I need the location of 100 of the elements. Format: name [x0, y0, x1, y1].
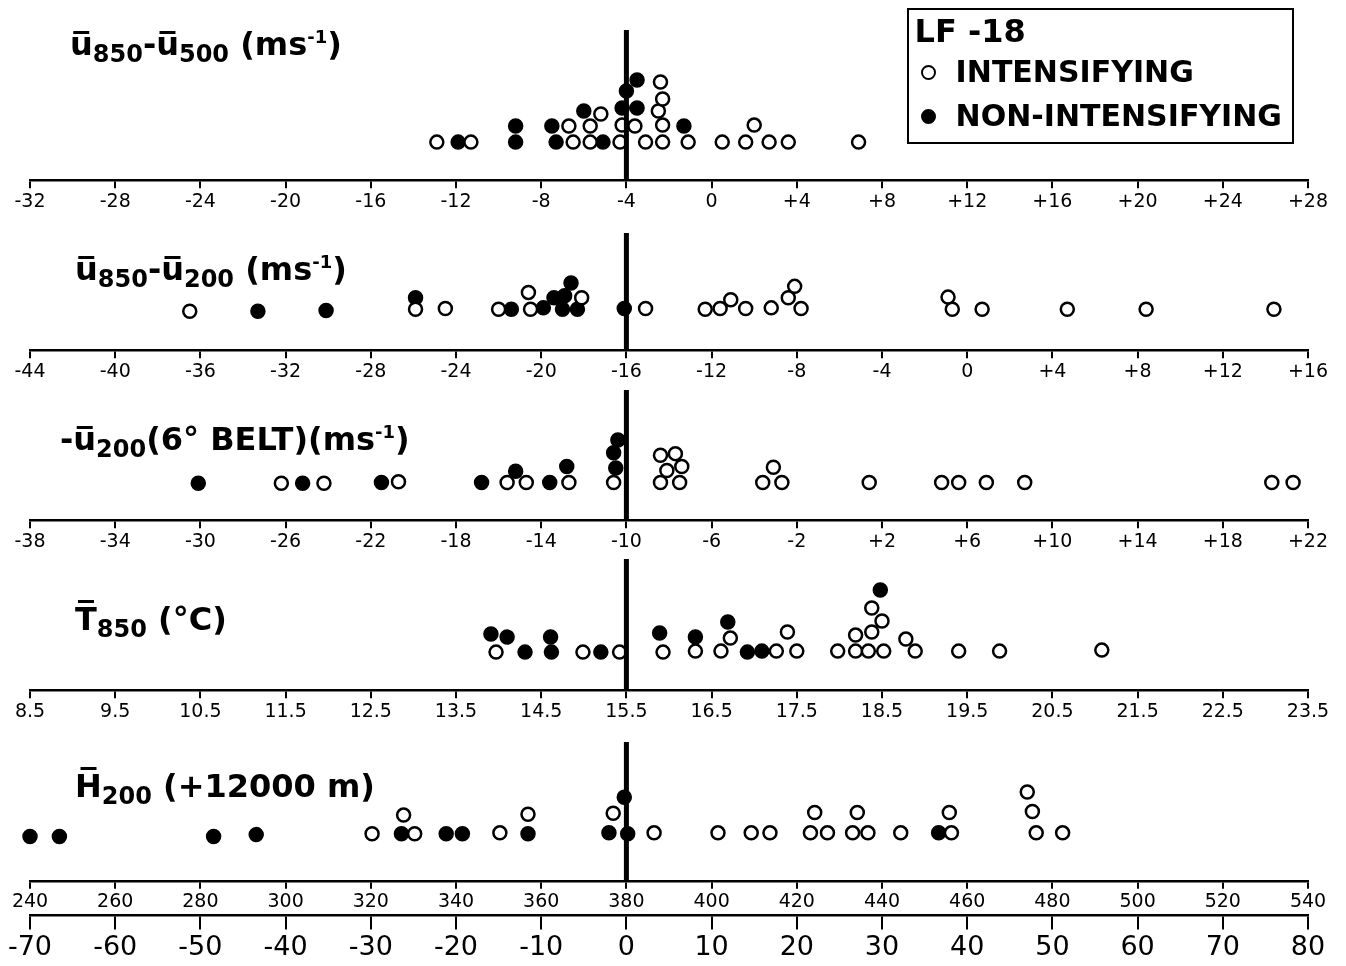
x-tick-label: 500	[1119, 889, 1156, 912]
x-tick-label: -10	[610, 528, 642, 551]
x-tick-label: -4	[872, 358, 892, 381]
x-tick-label: +20	[1117, 188, 1158, 211]
x-tick-label: 240	[11, 889, 49, 912]
x2-tick-label: 40	[950, 929, 985, 961]
x-tick-label: -18	[440, 528, 472, 551]
x-tick-label: -38	[14, 528, 46, 551]
x-tick-label: +4	[1038, 358, 1067, 381]
x-tick-label: 260	[97, 889, 134, 912]
x-tick-label: -12	[440, 188, 472, 211]
x-tick-label: +2	[867, 528, 897, 551]
legend-label: INTENSIFYING	[955, 53, 1194, 91]
x-tick-label: 540	[1289, 889, 1327, 912]
x2-tick-label: -50	[178, 929, 223, 961]
chart-title: u̅$_{850}$-u̅$_{200}$ (ms$^{-1}$)	[75, 250, 347, 294]
x-tick-label: 12.5	[349, 698, 392, 721]
x2-tick-label: 0	[617, 929, 635, 961]
x-tick-label: -20	[270, 188, 302, 211]
x-tick-label: -24	[184, 188, 216, 211]
x2-tick-label: 70	[1205, 929, 1240, 961]
x-tick-label: -36	[184, 358, 216, 381]
x-tick-label: 11.5	[264, 698, 307, 721]
x-tick-label: +12	[947, 188, 988, 211]
x-tick-label: 280	[182, 889, 219, 912]
x-tick-label: 15.5	[605, 698, 648, 721]
x-tick-label: 22.5	[1201, 698, 1244, 721]
x-tick-label: -28	[355, 358, 387, 381]
x2-tick-label: 10	[694, 929, 729, 961]
x-tick-label: +24	[1202, 188, 1243, 211]
x-tick-label: +18	[1202, 528, 1243, 551]
chart-title: T̅$_{850}$ (°C)	[75, 600, 227, 644]
x2-tick-label: -30	[348, 929, 393, 961]
x-tick-label: 0	[705, 188, 718, 211]
x2-tick-label: -20	[433, 929, 479, 961]
x-tick-label: 18.5	[860, 698, 904, 721]
chart-title: u̅$_{850}$-u̅$_{500}$ (ms$^{-1}$)	[70, 25, 342, 69]
x-tick-label: 320	[352, 889, 389, 912]
x-tick-label: +4	[782, 188, 811, 211]
x-tick-label: 440	[863, 889, 901, 912]
legend-label: NON-INTENSIFYING	[955, 97, 1282, 135]
x-tick-label: -40	[99, 358, 131, 381]
x-tick-label: 14.5	[520, 698, 563, 721]
x2-tick-label: 20	[779, 929, 814, 961]
x-tick-label: 400	[693, 889, 730, 912]
x-tick-label: +8	[1123, 358, 1152, 381]
x-tick-label: 21.5	[1116, 698, 1159, 721]
x-tick-label: 380	[608, 889, 645, 912]
x-tick-label: 20.5	[1031, 698, 1074, 721]
x2-tick-label: 30	[864, 929, 900, 961]
x-tick-label: 8.5	[14, 698, 46, 721]
x2-tick-label: 60	[1120, 929, 1155, 961]
x2-tick-label: -40	[263, 929, 308, 961]
x2-tick-label: -60	[93, 929, 138, 961]
chart-title: H̅$_{200}$ (+12000 m)	[75, 767, 375, 811]
x-tick-label: -8	[531, 188, 551, 211]
x2-tick-label: -70	[7, 929, 53, 961]
x-tick-label: +10	[1032, 528, 1073, 551]
x-tick-label: -28	[99, 188, 131, 211]
x-tick-label: +12	[1202, 358, 1243, 381]
x-tick-label: +16	[1287, 358, 1329, 381]
x-tick-label: 10.5	[179, 698, 222, 721]
x-tick-label: +28	[1287, 188, 1329, 211]
x-tick-label: +6	[953, 528, 982, 551]
legend-title: LF -18	[914, 12, 1027, 50]
x-tick-label: -4	[616, 188, 636, 211]
x-tick-label: -20	[525, 358, 557, 381]
x-tick-label: 13.5	[434, 698, 478, 721]
x-tick-label: -44	[14, 358, 46, 381]
x-tick-label: 420	[778, 889, 815, 912]
x2-tick-label: 50	[1035, 929, 1070, 961]
x-tick-label: -24	[440, 358, 472, 381]
x-tick-label: -8	[787, 358, 807, 381]
x-tick-label: 300	[267, 889, 304, 912]
x-tick-label: -30	[184, 528, 216, 551]
x-tick-label: +16	[1032, 188, 1073, 211]
x-tick-label: 0	[961, 358, 974, 381]
x-tick-label: -6	[702, 528, 722, 551]
x-tick-label: 360	[523, 889, 560, 912]
x-tick-label: -2	[787, 528, 807, 551]
chart-title: -u̅$_{200}$(6° BELT)(ms$^{-1}$)	[60, 420, 410, 464]
x-tick-label: +8	[867, 188, 897, 211]
x-tick-label: -14	[525, 528, 557, 551]
x-tick-label: -26	[270, 528, 302, 551]
x2-tick-label: -10	[519, 929, 564, 961]
x-tick-label: -34	[99, 528, 131, 551]
x-tick-label: -16	[355, 188, 387, 211]
x-tick-label: 460	[949, 889, 986, 912]
x2-tick-label: 80	[1290, 929, 1326, 961]
x-tick-label: 520	[1204, 889, 1241, 912]
x-tick-label: -32	[270, 358, 302, 381]
x-tick-label: 19.5	[946, 698, 989, 721]
x-tick-label: 23.5	[1286, 698, 1330, 721]
x-tick-label: -12	[696, 358, 728, 381]
x-tick-label: -16	[610, 358, 642, 381]
x-tick-label: +22	[1287, 528, 1329, 551]
x-tick-label: 16.5	[690, 698, 733, 721]
x-tick-label: -22	[355, 528, 387, 551]
x-tick-label: 17.5	[775, 698, 818, 721]
x-tick-label: 9.5	[100, 698, 131, 721]
